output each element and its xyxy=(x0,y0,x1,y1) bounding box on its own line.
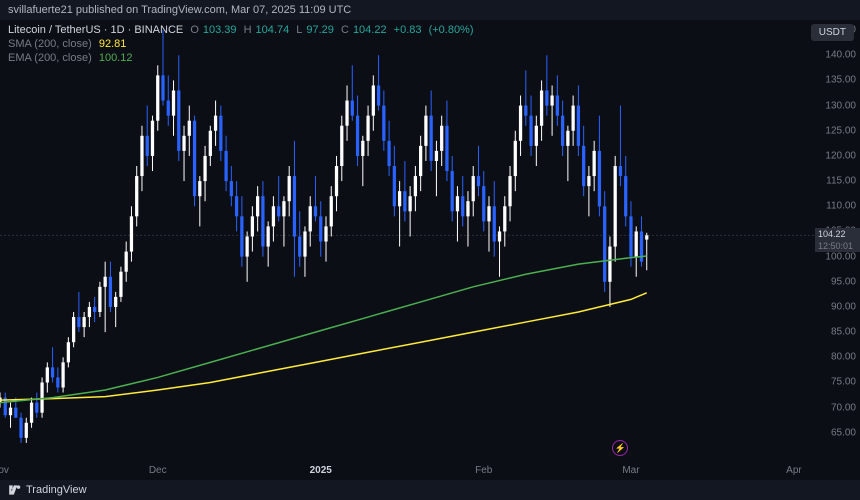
time-axis-label: Apr xyxy=(786,465,802,476)
countdown-tag: 12:50:01 xyxy=(815,240,860,252)
time-axis-label: Dec xyxy=(149,465,167,476)
price-axis-label: 85.00 xyxy=(831,327,856,338)
current-price-tag: 104.22 xyxy=(815,228,860,240)
ema-value: 100.12 xyxy=(99,52,133,64)
tradingview-logo-icon xyxy=(8,483,22,497)
sma-value: 92.81 xyxy=(99,38,127,50)
publish-bar: svillafuerte21 published on TradingView.… xyxy=(0,0,860,20)
price-axis-label: 75.00 xyxy=(831,377,856,388)
price-axis-label: 115.00 xyxy=(826,176,856,187)
price-axis-label: 80.00 xyxy=(831,352,856,363)
symbol-info: Litecoin / TetherUS · 1D · BINANCE O103.… xyxy=(8,24,478,66)
sma-label[interactable]: SMA (200, close) xyxy=(8,38,92,50)
time-axis-label: Nov xyxy=(0,465,9,476)
time-axis-label: 2025 xyxy=(310,465,332,476)
price-axis-label: 125.00 xyxy=(825,125,856,136)
price-axis[interactable]: 65.00 70.00 75.00 80.00 85.00 90.00 95.00 100.0… xyxy=(815,20,860,458)
footer-bar: TradingView xyxy=(0,480,860,500)
symbol-name[interactable]: Litecoin / TetherUS · 1D · BINANCE xyxy=(8,24,183,36)
chart-main: Litecoin / TetherUS · 1D · BINANCE O103.… xyxy=(0,20,860,480)
chart-pane[interactable]: ⚡ xyxy=(0,20,815,458)
quote-currency-button[interactable]: USDT xyxy=(811,24,854,41)
price-axis-label: 70.00 xyxy=(831,402,856,413)
candlestick-plot xyxy=(0,20,815,458)
price-axis-label: 110.00 xyxy=(826,201,856,212)
price-axis-label: 130.00 xyxy=(825,100,856,111)
time-axis[interactable]: Nov Dec 2025 Feb Mar Apr xyxy=(0,458,815,480)
time-axis-label: Mar xyxy=(622,465,639,476)
ema-label[interactable]: EMA (200, close) xyxy=(8,52,92,64)
time-axis-label: Feb xyxy=(475,465,492,476)
price-axis-label: 100.00 xyxy=(825,251,856,262)
price-axis-label: 135.00 xyxy=(825,75,856,86)
price-axis-label: 65.00 xyxy=(831,427,856,438)
price-axis-label: 140.00 xyxy=(825,50,856,61)
publish-text: svillafuerte21 published on TradingView.… xyxy=(8,4,351,16)
price-axis-label: 95.00 xyxy=(831,276,856,287)
price-axis-label: 120.00 xyxy=(825,150,856,161)
brand-text: TradingView xyxy=(26,484,87,496)
price-axis-label: 90.00 xyxy=(831,301,856,312)
